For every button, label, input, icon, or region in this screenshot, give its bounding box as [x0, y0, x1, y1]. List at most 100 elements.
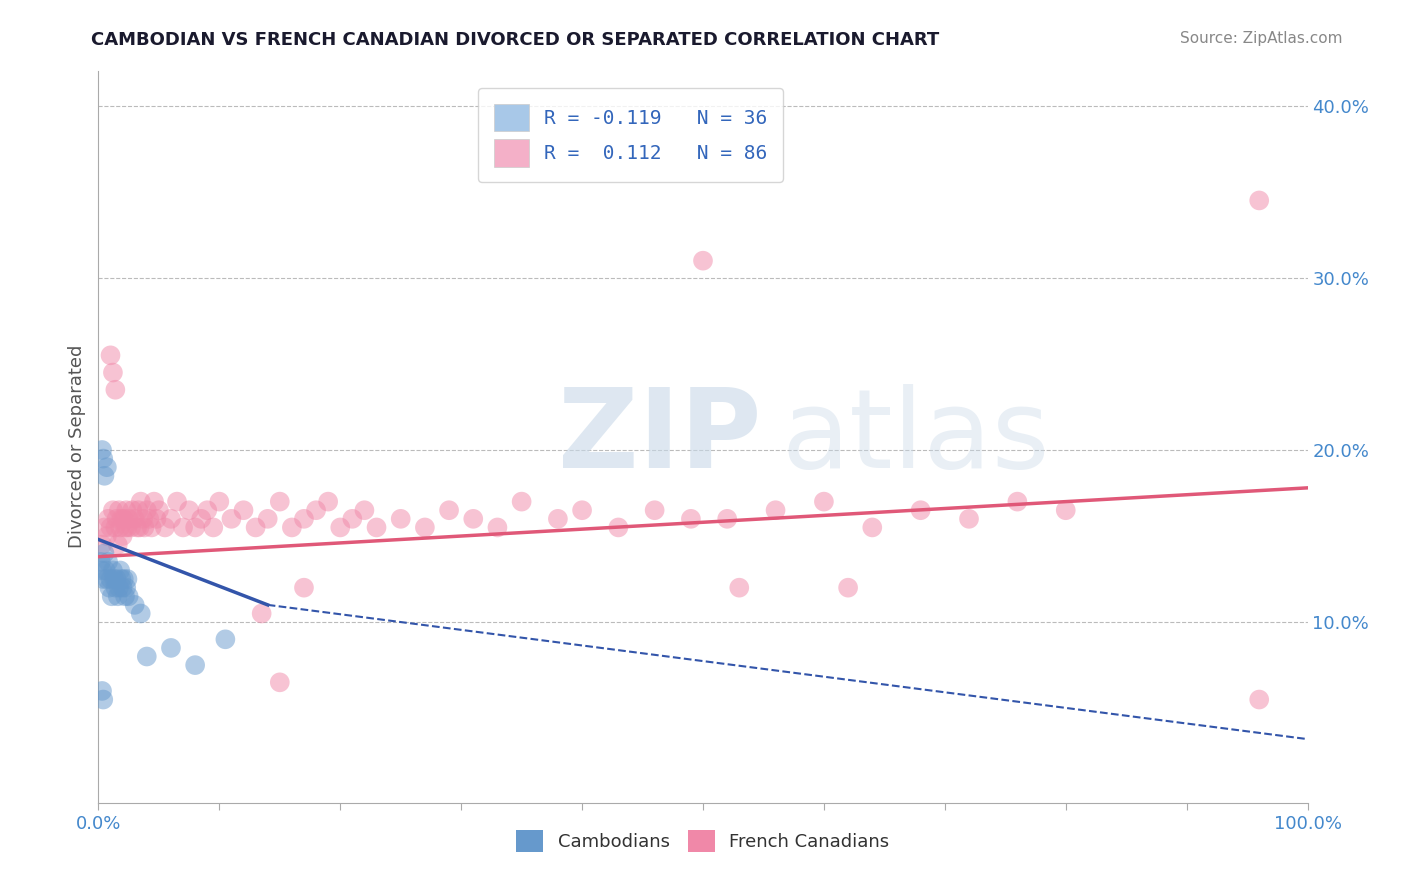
Point: [232, 503, 254, 517]
Point: [148, 503, 170, 517]
Point: [100, 572, 122, 586]
Point: [679, 512, 702, 526]
Point: [813, 494, 835, 508]
Point: [107, 589, 129, 603]
Point: [118, 589, 141, 603]
Point: [91, 572, 114, 586]
Point: [184, 520, 207, 534]
Point: [269, 675, 291, 690]
Point: [486, 520, 509, 534]
Point: [96, 529, 118, 543]
Point: [96, 572, 118, 586]
Point: [413, 520, 436, 534]
Point: [256, 512, 278, 526]
Point: [114, 520, 136, 534]
Point: [108, 503, 131, 517]
Point: [128, 520, 150, 534]
Text: ZIP: ZIP: [558, 384, 761, 491]
Point: [145, 512, 167, 526]
Point: [101, 503, 124, 517]
Point: [91, 538, 114, 552]
Point: [160, 640, 183, 655]
Text: CAMBODIAN VS FRENCH CANADIAN DIVORCED OR SEPARATED CORRELATION CHART: CAMBODIAN VS FRENCH CANADIAN DIVORCED OR…: [91, 31, 939, 49]
Point: [860, 520, 883, 534]
Point: [366, 520, 388, 534]
Point: [1249, 692, 1271, 706]
Point: [120, 520, 142, 534]
Point: [716, 512, 738, 526]
Point: [112, 512, 135, 526]
Point: [1007, 494, 1029, 508]
Point: [214, 632, 236, 647]
Point: [153, 520, 176, 534]
Point: [837, 581, 859, 595]
Point: [184, 658, 207, 673]
Point: [100, 589, 122, 603]
Point: [269, 494, 291, 508]
Point: [121, 503, 143, 517]
Point: [510, 494, 533, 508]
Point: [124, 512, 146, 526]
Point: [329, 520, 352, 534]
Point: [437, 503, 460, 517]
Point: [141, 520, 163, 534]
Point: [910, 503, 932, 517]
Point: [292, 512, 315, 526]
Point: [571, 503, 593, 517]
Point: [221, 512, 243, 526]
Point: [129, 494, 152, 508]
Point: [728, 581, 751, 595]
Point: [160, 512, 183, 526]
Point: [108, 564, 131, 578]
Point: [124, 598, 146, 612]
Point: [117, 572, 139, 586]
Point: [111, 581, 134, 595]
Point: [91, 451, 114, 466]
Point: [127, 503, 149, 517]
Point: [179, 503, 201, 517]
Point: [1249, 194, 1271, 208]
Point: [195, 503, 218, 517]
Point: [115, 503, 138, 517]
Point: [202, 520, 225, 534]
Point: [105, 572, 128, 586]
Point: [172, 520, 194, 534]
Point: [111, 529, 134, 543]
Point: [97, 512, 120, 526]
Point: [692, 253, 714, 268]
Point: [292, 581, 315, 595]
Point: [91, 564, 114, 578]
Point: [107, 538, 129, 552]
Point: [250, 607, 273, 621]
Point: [108, 520, 131, 534]
Point: [1054, 503, 1077, 517]
Point: [98, 581, 121, 595]
Point: [112, 572, 135, 586]
Point: [96, 460, 118, 475]
Point: [105, 512, 128, 526]
Legend: Cambodians, French Canadians: Cambodians, French Canadians: [509, 823, 897, 860]
Point: [93, 468, 115, 483]
Point: [104, 520, 127, 534]
Point: [245, 520, 267, 534]
Point: [93, 520, 115, 534]
Point: [463, 512, 485, 526]
Point: [110, 572, 132, 586]
Point: [143, 494, 166, 508]
Point: [134, 520, 156, 534]
Point: [765, 503, 787, 517]
Point: [957, 512, 980, 526]
Point: [135, 503, 157, 517]
Point: [607, 520, 630, 534]
Point: [100, 348, 122, 362]
Text: Divorced or Separated: Divorced or Separated: [69, 344, 86, 548]
Point: [353, 503, 375, 517]
Point: [208, 494, 231, 508]
Point: [104, 383, 127, 397]
Point: [93, 546, 115, 560]
Point: [100, 520, 122, 534]
Point: [108, 581, 131, 595]
Point: [132, 512, 155, 526]
Point: [644, 503, 666, 517]
Point: [316, 494, 339, 508]
